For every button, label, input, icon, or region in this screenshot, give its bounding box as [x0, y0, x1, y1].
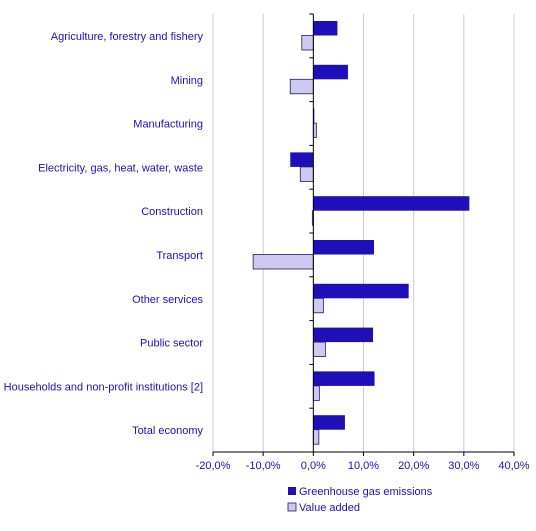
x-tick-label: 30,0%	[448, 460, 479, 472]
category-label: Transport	[156, 250, 203, 262]
category-label: Other services	[132, 294, 203, 306]
bar-value-added	[289, 78, 314, 95]
x-tick-labels: -20,0% -10,0% 0,0% 10,0% 20,0% 30,0% 40,0%	[196, 460, 530, 472]
legend-label: Value added	[299, 502, 360, 514]
bar-greenhouse-gas-emissions	[313, 327, 374, 343]
category-label: Agriculture, forestry and fishery	[51, 31, 204, 43]
x-tick-label: -20,0%	[196, 460, 231, 472]
category-label: Manufacturing	[133, 119, 203, 131]
bar-greenhouse-gas-emissions	[313, 196, 470, 211]
category-label: Households and non-profit institutions […	[4, 381, 203, 393]
bar-greenhouse-gas-emissions	[313, 64, 348, 80]
x-tick-label: 0,0%	[301, 460, 326, 472]
bar-value-added	[252, 254, 314, 270]
bar-value-added	[312, 429, 320, 445]
x-tick-label: 20,0%	[398, 460, 429, 472]
legend-swatch	[288, 487, 296, 495]
bars	[252, 21, 470, 445]
legend-label: Greenhouse gas emissions	[299, 486, 433, 498]
x-tick-label: -10,0%	[246, 460, 281, 472]
bar-greenhouse-gas-emissions	[313, 415, 345, 430]
category-label: Mining	[171, 75, 203, 87]
bar-greenhouse-gas-emissions	[313, 283, 409, 299]
legend: Greenhouse gas emissions Value added	[287, 486, 433, 514]
bar-value-added	[312, 297, 324, 314]
bar-greenhouse-gas-emissions	[313, 108, 315, 124]
legend-swatch	[287, 502, 297, 512]
bar-value-added	[312, 385, 320, 401]
bar-greenhouse-gas-emissions	[313, 371, 375, 386]
x-tick-label: 40,0%	[498, 460, 529, 472]
bar-value-added	[301, 35, 314, 51]
category-label: Total economy	[132, 425, 203, 437]
bar-greenhouse-gas-emissions	[313, 21, 338, 36]
category-label: Public sector	[140, 338, 203, 350]
bar-value-added	[312, 341, 326, 358]
bar-greenhouse-gas-emissions	[290, 152, 314, 167]
gridlines	[212, 14, 515, 452]
bar-value-added	[299, 166, 314, 182]
bar-greenhouse-gas-emissions	[313, 240, 375, 255]
category-label: Electricity, gas, heat, water, waste	[38, 162, 203, 174]
axes	[212, 13, 515, 456]
category-labels: Agriculture, forestry and fishery Mining M…	[4, 31, 204, 437]
x-tick-label: 10,0%	[348, 460, 379, 472]
category-label: Construction	[141, 206, 203, 218]
legend-item: Greenhouse gas emissions	[288, 486, 433, 498]
legend-item: Value added	[287, 502, 360, 514]
